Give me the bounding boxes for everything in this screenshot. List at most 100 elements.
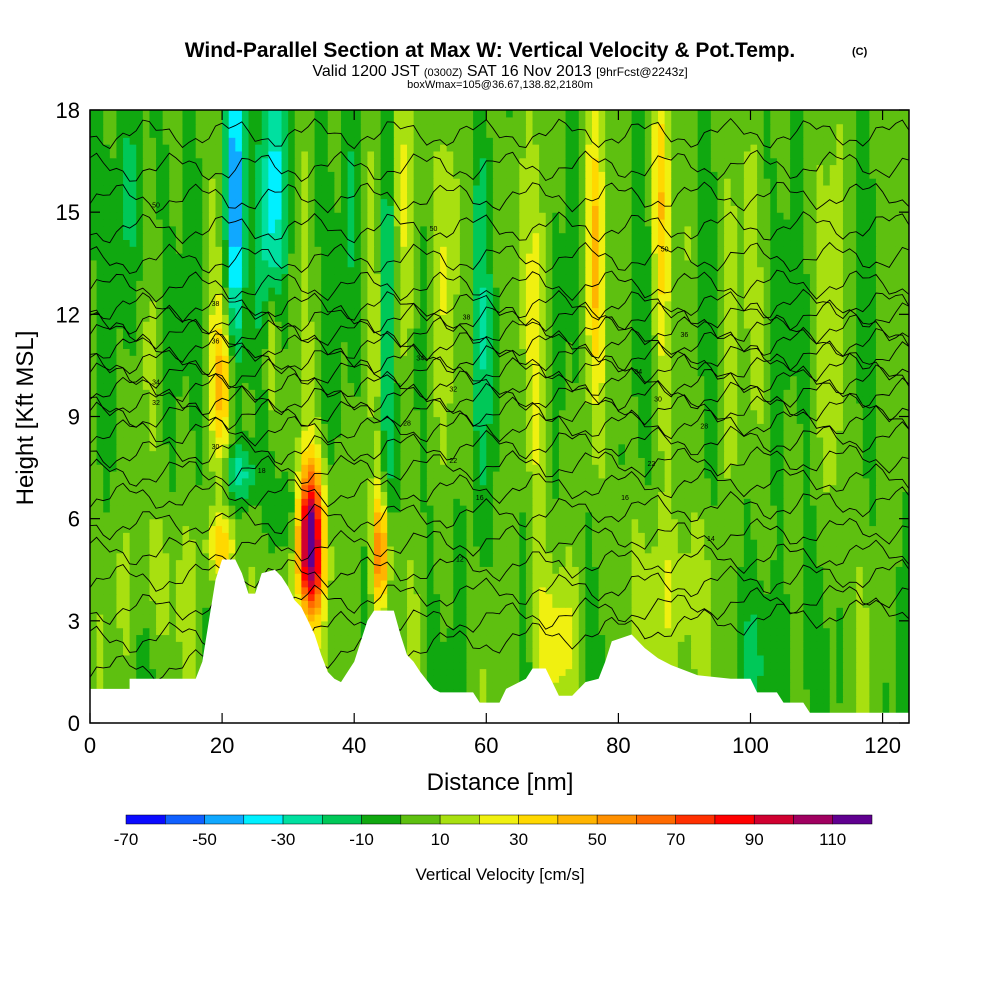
velocity-cell (651, 559, 659, 567)
velocity-cell (730, 600, 738, 608)
velocity-cell (750, 573, 758, 581)
velocity-cell (440, 505, 448, 513)
velocity-cell (823, 668, 831, 676)
velocity-cell (869, 634, 877, 642)
velocity-cell (539, 573, 547, 581)
velocity-cell (809, 668, 818, 676)
velocity-cell (875, 518, 884, 527)
velocity-cell (677, 457, 686, 465)
velocity-cell (453, 518, 461, 527)
velocity-cell (96, 559, 104, 567)
velocity-cell (829, 675, 837, 683)
velocity-cell (572, 457, 580, 465)
velocity-cell (142, 620, 151, 629)
velocity-cell (195, 641, 203, 649)
velocity-cell (902, 511, 909, 520)
velocity-cell (479, 464, 487, 472)
velocity-cell (182, 525, 190, 533)
velocity-cell (856, 511, 864, 520)
velocity-cell (816, 695, 824, 704)
velocity-cell (591, 607, 600, 615)
velocity-cell (638, 539, 646, 547)
velocity-cell (743, 579, 752, 588)
velocity-cell (208, 532, 217, 540)
velocity-cell (730, 539, 738, 547)
velocity-cell (466, 457, 474, 465)
velocity-cell (202, 539, 210, 547)
velocity-cell (162, 614, 170, 622)
velocity-cell (697, 641, 705, 649)
velocity-cell (506, 627, 514, 636)
velocity-cell (453, 566, 461, 574)
velocity-cell (413, 518, 421, 527)
velocity-cell (776, 518, 785, 527)
velocity-cell (241, 559, 250, 567)
velocity-cell (182, 491, 190, 499)
velocity-cell (730, 661, 738, 670)
velocity-cell (354, 620, 362, 629)
velocity-cell (763, 491, 771, 499)
velocity-cell (849, 464, 857, 472)
velocity-cell (677, 498, 686, 506)
velocity-cell (796, 661, 804, 670)
velocity-cell (208, 593, 217, 601)
velocity-cell (809, 648, 818, 656)
velocity-cell (129, 559, 137, 567)
velocity-cell (512, 648, 520, 656)
velocity-cell (539, 539, 547, 547)
velocity-cell (790, 464, 798, 472)
velocity-cell (129, 573, 137, 581)
velocity-cell (737, 450, 745, 458)
velocity-cell (367, 505, 375, 513)
velocity-cell (895, 668, 903, 676)
velocity-cell (572, 566, 580, 574)
velocity-cell (737, 620, 745, 629)
velocity-cell (314, 620, 322, 629)
velocity-cell (123, 634, 131, 642)
velocity-cell (691, 464, 699, 472)
velocity-cell (737, 661, 745, 670)
velocity-cell (413, 484, 421, 493)
velocity-cell (776, 552, 785, 561)
velocity-cell (433, 641, 441, 649)
velocity-cell (869, 675, 877, 683)
velocity-cell (572, 668, 580, 676)
velocity-cell (816, 532, 824, 540)
velocity-cell (664, 505, 672, 513)
velocity-cell (466, 511, 474, 520)
velocity-cell (598, 566, 606, 574)
velocity-cell (189, 532, 197, 540)
velocity-cell (862, 675, 870, 683)
velocity-cell (136, 511, 144, 520)
velocity-cell (109, 573, 118, 581)
velocity-cell (717, 539, 725, 547)
velocity-cell (671, 525, 679, 533)
velocity-cell (354, 566, 362, 574)
velocity-cell (354, 525, 362, 533)
velocity-cell (446, 627, 454, 636)
velocity-cell (499, 525, 507, 533)
velocity-cell (453, 614, 461, 622)
velocity-cell (895, 464, 903, 472)
velocity-cell (407, 518, 415, 527)
velocity-cell (823, 695, 831, 704)
velocity-cell (585, 661, 593, 670)
velocity-cell (374, 505, 382, 513)
velocity-cell (783, 491, 791, 499)
velocity-cell (123, 668, 131, 676)
velocity-cell (849, 627, 857, 636)
velocity-cell (519, 675, 527, 683)
velocity-cell (631, 614, 639, 622)
velocity-cell (387, 511, 395, 520)
velocity-cell (142, 518, 151, 527)
velocity-cell (638, 627, 646, 636)
velocity-cell (512, 607, 520, 615)
velocity-cell (658, 457, 666, 465)
velocity-cell (314, 484, 322, 493)
velocity-cell (776, 532, 785, 540)
velocity-cell (697, 579, 705, 588)
velocity-cell (182, 498, 190, 506)
velocity-cell (374, 477, 382, 486)
velocity-cell (506, 539, 514, 547)
